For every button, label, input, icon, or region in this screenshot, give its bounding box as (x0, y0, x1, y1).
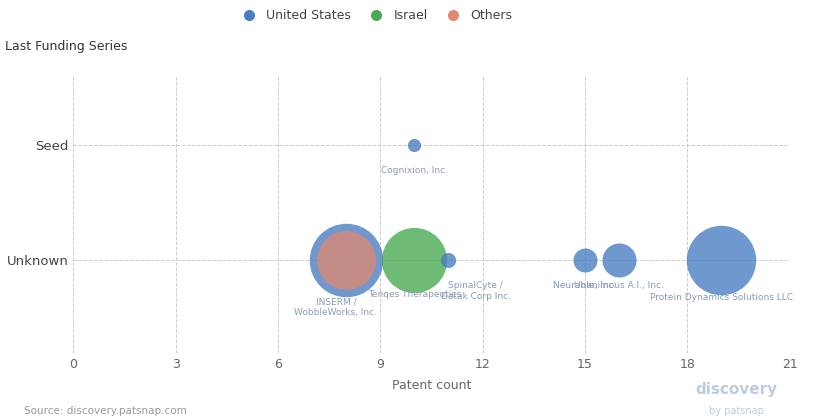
Text: Protein Dynamics Solutions LLC: Protein Dynamics Solutions LLC (650, 293, 793, 302)
Text: discovery: discovery (696, 382, 777, 397)
Text: Source: discovery.patsnap.com: Source: discovery.patsnap.com (24, 406, 187, 416)
Point (442, 257, 455, 264)
Text: Unanimous A.I., Inc.: Unanimous A.I., Inc. (574, 281, 664, 290)
Legend: United States, Israel, Others: United States, Israel, Others (231, 4, 517, 27)
Point (408, 257, 421, 264)
Text: Last Funding Series: Last Funding Series (5, 40, 128, 53)
Text: Tenqes Therapeutics: Tenqes Therapeutics (368, 291, 461, 299)
Text: Cognixion, Inc.: Cognixion, Inc. (381, 166, 448, 175)
X-axis label: Patent count: Patent count (392, 379, 471, 392)
Point (715, 257, 728, 264)
Text: by patsnap: by patsnap (709, 406, 764, 416)
Point (408, 142, 421, 148)
Point (579, 257, 592, 264)
Text: Neurable, Inc.: Neurable, Inc. (554, 281, 616, 290)
Point (339, 257, 352, 264)
Text: SpinalCyte /
Datak Corp Inc.: SpinalCyte / Datak Corp Inc. (440, 281, 510, 301)
Point (339, 257, 352, 264)
Text: INSERM /
WobbleWorks, Inc.: INSERM / WobbleWorks, Inc. (295, 297, 378, 317)
Point (612, 257, 625, 264)
